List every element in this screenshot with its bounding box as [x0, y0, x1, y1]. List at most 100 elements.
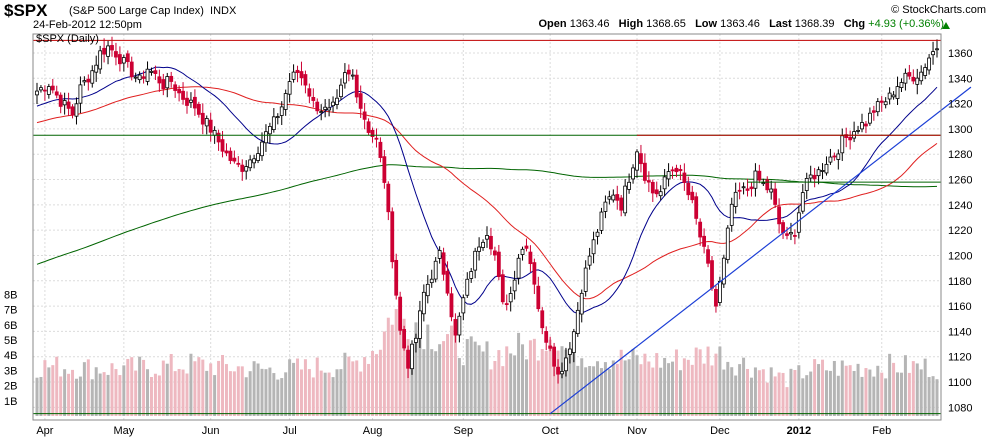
volume-bar	[607, 369, 611, 416]
candle-body	[915, 77, 920, 85]
volume-bar	[363, 357, 367, 416]
volume-bar	[331, 377, 335, 416]
volume-bar	[599, 368, 603, 416]
volume-bar	[631, 348, 635, 416]
candle-body	[777, 206, 782, 225]
candle-body	[702, 235, 707, 247]
volume-bar	[505, 346, 509, 416]
volume-axis-label: 3B	[4, 365, 17, 377]
candle-body	[717, 280, 722, 303]
volume-bar	[856, 363, 860, 416]
volume-bar	[59, 376, 63, 416]
volume-axis-label: 7B	[4, 305, 17, 317]
volume-bar	[647, 361, 651, 416]
volume-bar	[718, 346, 722, 416]
candle-body	[402, 329, 407, 349]
candle-body	[666, 171, 671, 180]
volume-bar	[90, 379, 94, 416]
volume-bar	[181, 369, 185, 416]
volume-bar	[793, 369, 797, 416]
volume-bar	[102, 372, 106, 416]
candle-body	[382, 156, 387, 183]
candle-body	[370, 129, 375, 137]
volume-bar	[603, 362, 607, 416]
candle-body	[682, 172, 687, 183]
candle-body	[264, 131, 268, 144]
quote-datetime: 24-Feb-2012 12:50pm	[33, 19, 142, 31]
volume-bar	[821, 359, 825, 416]
candle-body	[181, 90, 185, 100]
candle-body	[441, 252, 446, 275]
candle-body	[445, 270, 450, 294]
candle-body	[362, 111, 367, 120]
volume-bar	[134, 370, 138, 416]
volume-bar	[398, 309, 402, 416]
candle-body	[733, 191, 738, 207]
candle-body	[808, 174, 813, 179]
volume-bar	[217, 360, 221, 416]
candle-body	[824, 163, 829, 174]
candle-body	[157, 76, 162, 84]
volume-bar	[588, 366, 592, 416]
volume-bar	[461, 365, 465, 416]
volume-bar	[201, 359, 205, 416]
candle-body	[579, 292, 584, 315]
candle-body	[698, 221, 703, 238]
candle-body	[98, 50, 103, 70]
volume-bar	[722, 369, 726, 416]
volume-bar	[757, 370, 761, 416]
candle-body	[512, 279, 517, 292]
candle-body	[46, 86, 51, 95]
candle-body	[686, 182, 691, 196]
candle-body	[307, 88, 312, 97]
volume-bar	[872, 376, 876, 416]
volume-bar	[651, 367, 655, 416]
volume-bar	[473, 341, 477, 416]
candle-body	[796, 212, 801, 233]
candle-body	[745, 188, 750, 191]
candle-body	[90, 70, 95, 84]
candle-body	[860, 122, 864, 130]
volume-bar	[221, 355, 225, 416]
candle-body	[74, 103, 79, 117]
volume-bar	[272, 373, 276, 416]
candle-body	[342, 72, 347, 84]
candle-body	[923, 67, 928, 76]
volume-bar	[374, 354, 378, 416]
candle-body	[331, 101, 335, 107]
volume-bar	[864, 368, 868, 416]
volume-bar	[296, 358, 300, 416]
candle-body	[189, 99, 193, 103]
volume-bar	[94, 367, 98, 416]
candle-body	[528, 251, 533, 265]
candle-body	[840, 135, 845, 154]
y-tick-label: 1360	[948, 48, 972, 60]
volume-bar	[690, 364, 694, 416]
candle-body	[279, 106, 284, 116]
volume-bar	[213, 375, 217, 416]
y-tick-label: 1180	[948, 276, 972, 288]
last-label: Last	[769, 18, 792, 30]
volume-bar	[584, 367, 588, 416]
volume-bar	[82, 362, 86, 416]
volume-bar	[671, 361, 675, 416]
candle-body	[267, 126, 272, 135]
candle-body	[58, 94, 63, 107]
candle-body	[394, 259, 399, 296]
volume-bar	[465, 339, 469, 416]
volume-bar	[248, 371, 252, 416]
candle-body	[319, 111, 324, 113]
candle-body	[485, 235, 489, 240]
candle-body	[457, 315, 462, 336]
candle-body	[591, 239, 596, 255]
volume-axis-label: 1B	[4, 396, 17, 408]
volume-bar	[367, 363, 371, 416]
volume-bar	[449, 325, 453, 416]
volume-bar	[805, 375, 809, 416]
candle-body	[540, 310, 545, 329]
volume-axis-label: 2B	[4, 381, 17, 393]
volume-bar	[730, 367, 734, 416]
annotation-lines	[33, 39, 972, 415]
candle-body	[646, 180, 651, 183]
